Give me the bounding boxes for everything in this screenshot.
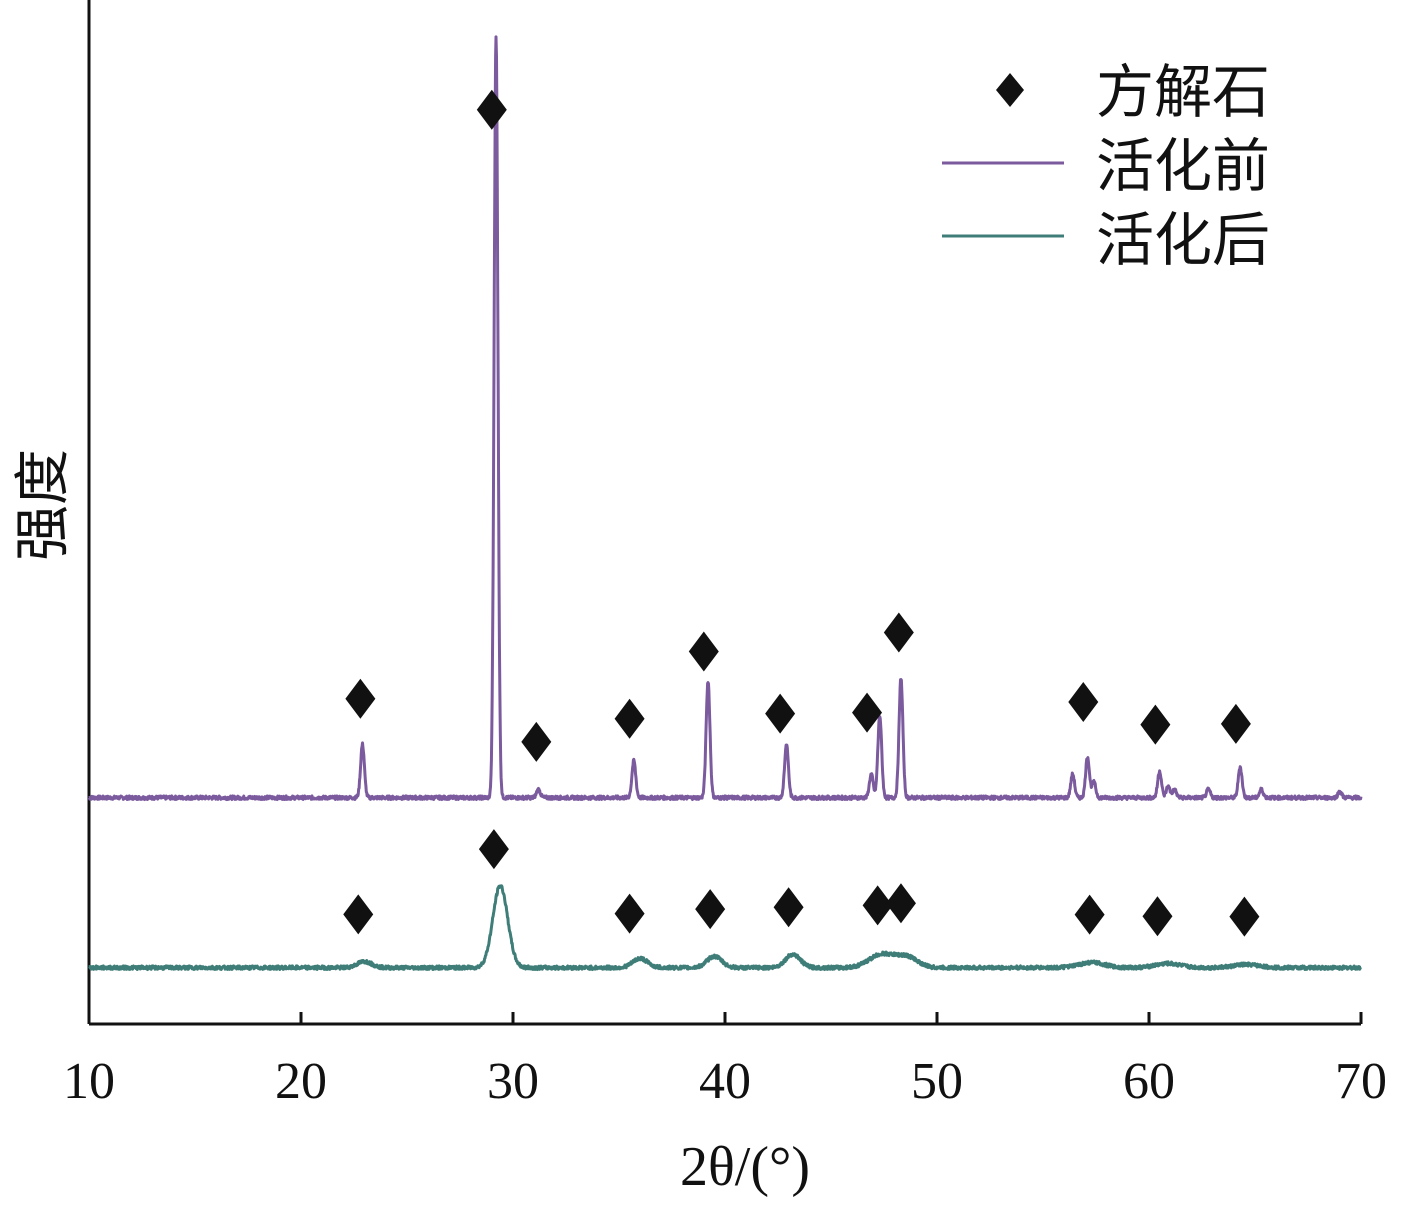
x-tick-label: 30	[487, 1053, 539, 1110]
calcite-marker-diamond-icon	[345, 678, 376, 719]
legend: 方解石 活化前 活化后	[942, 58, 1270, 274]
calcite-marker-diamond-icon	[852, 692, 883, 733]
calcite-marker-diamond-icon	[688, 631, 719, 672]
calcite-marker-diamond-icon	[1140, 704, 1171, 745]
calcite-marker-diamond-icon	[521, 721, 552, 762]
calcite-marker-diamond-icon	[614, 698, 645, 739]
calcite-marker-diamond-icon	[862, 885, 893, 926]
x-tick-label: 20	[275, 1053, 327, 1110]
calcite-marker-diamond-icon	[885, 883, 916, 924]
calcite-marker-diamond-icon	[343, 894, 374, 935]
calcite-marker-diamond-icon	[614, 893, 645, 934]
legend-marker-diamond-icon	[996, 73, 1024, 107]
calcite-marker-diamond-icon	[765, 693, 796, 734]
x-axis-title: 2θ/(°)	[680, 1136, 810, 1198]
x-tick-label: 40	[699, 1053, 751, 1110]
legend-label-after: 活化后	[1096, 206, 1270, 274]
calcite-marker-diamond-icon	[1074, 894, 1105, 935]
x-tick-label: 10	[63, 1053, 115, 1110]
plot-area	[87, 0, 1363, 1026]
calcite-marker-diamond-icon	[1229, 896, 1260, 937]
calcite-marker-diamond-icon	[1220, 703, 1251, 744]
calcite-marker-diamond-icon	[1068, 682, 1099, 723]
calcite-marker-diamond-icon	[883, 612, 914, 653]
series-line-before	[87, 35, 1363, 801]
y-axis-title: 强度	[13, 449, 75, 561]
legend-label-before: 活化前	[1096, 132, 1270, 200]
x-axis-ticks: 10 20 30 40 50 60 70	[63, 1012, 1387, 1110]
calcite-marker-diamond-icon	[695, 889, 726, 930]
legend-label-calcite: 方解石	[1096, 58, 1270, 126]
calcite-marker-diamond-icon	[1142, 896, 1173, 937]
calcite-marker-diamond-icon	[478, 829, 509, 870]
x-tick-label: 60	[1123, 1053, 1175, 1110]
x-tick-label: 50	[911, 1053, 963, 1110]
calcite-marker-diamond-icon	[476, 89, 507, 130]
x-tick-label: 70	[1335, 1053, 1387, 1110]
series-line-after	[87, 884, 1363, 971]
calcite-marker-diamond-icon	[773, 887, 804, 928]
